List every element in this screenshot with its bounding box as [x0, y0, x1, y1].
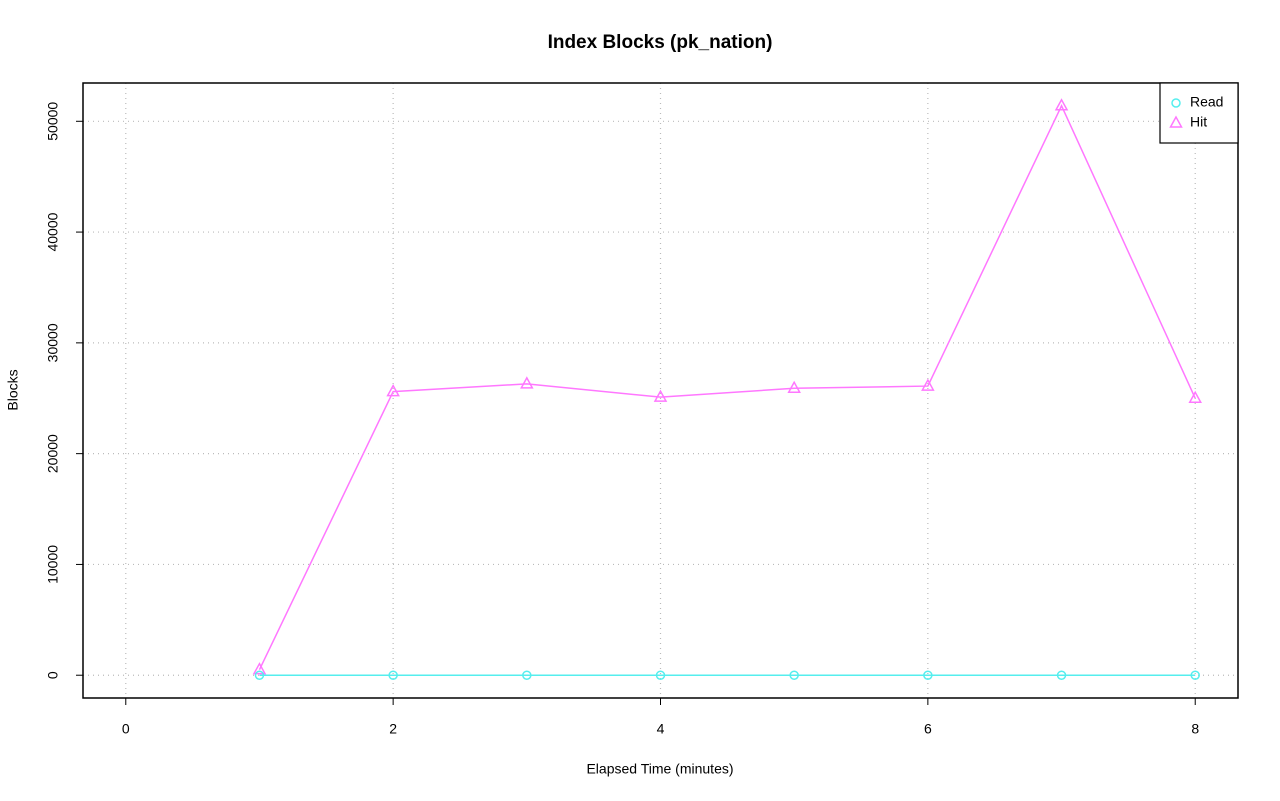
point: [1056, 670, 1067, 680]
point: [653, 389, 668, 402]
series-line: [258, 104, 1196, 671]
y-tick-label: 0: [45, 671, 61, 679]
y-tick-label: 40000: [45, 212, 61, 251]
x-axis-label: Elapsed Time (minutes): [586, 761, 733, 777]
y-tick-label: 30000: [45, 323, 61, 362]
legend-box: [1159, 82, 1239, 144]
point: [388, 670, 398, 680]
legend-label: Hit: [1190, 114, 1207, 130]
point: [789, 670, 799, 680]
point: [1188, 390, 1202, 404]
y-tick-label: 10000: [45, 545, 61, 584]
y-tick-label: 20000: [45, 434, 61, 473]
x-tick-label: 6: [924, 721, 932, 737]
point: [254, 670, 265, 680]
x-tick-label: 2: [389, 721, 397, 737]
point: [655, 670, 666, 680]
x-tick-label: 8: [1191, 721, 1199, 737]
point: [1054, 98, 1069, 111]
legend-label: Read: [1190, 94, 1223, 110]
y-tick-label: 50000: [45, 102, 61, 141]
point: [923, 670, 933, 680]
point: [386, 384, 400, 397]
point: [787, 380, 801, 394]
point: [252, 662, 267, 675]
legend-symbol: [1169, 115, 1183, 128]
point: [1190, 670, 1200, 680]
x-tick-label: 0: [122, 721, 130, 737]
chart-title: Index Blocks (pk_nation): [548, 32, 773, 53]
legend-symbol: [1171, 98, 1181, 108]
point: [520, 376, 534, 389]
point: [921, 378, 935, 391]
y-axis-label: Blocks: [5, 369, 21, 410]
x-tick-label: 4: [657, 721, 665, 737]
plot-frame: [82, 82, 1239, 699]
point: [522, 670, 532, 680]
